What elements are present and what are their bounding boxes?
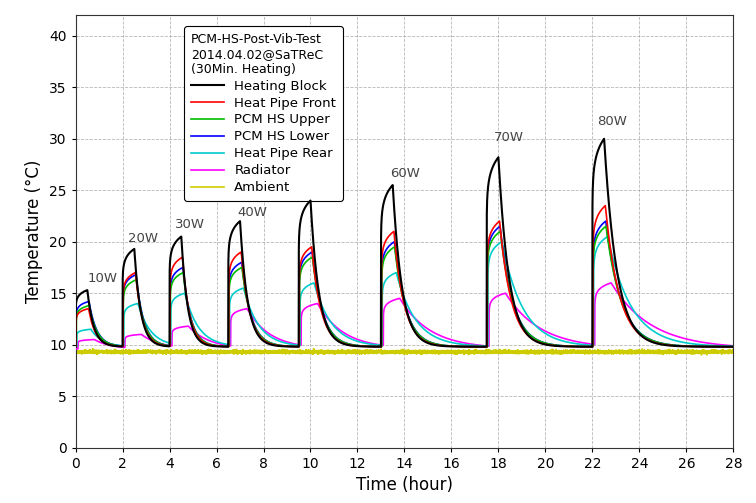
Text: 60W: 60W bbox=[390, 167, 420, 180]
Text: 40W: 40W bbox=[237, 206, 268, 219]
Text: 10W: 10W bbox=[88, 272, 117, 285]
X-axis label: Time (hour): Time (hour) bbox=[356, 476, 453, 494]
Legend: Heating Block, Heat Pipe Front, PCM HS Upper, PCM HS Lower, Heat Pipe Rear, Radi: Heating Block, Heat Pipe Front, PCM HS U… bbox=[184, 26, 342, 201]
Text: 70W: 70W bbox=[494, 131, 524, 144]
Text: 50W: 50W bbox=[305, 186, 335, 198]
Text: 80W: 80W bbox=[597, 115, 627, 128]
Text: 30W: 30W bbox=[175, 218, 206, 231]
Y-axis label: Temperature (°C): Temperature (°C) bbox=[26, 159, 43, 303]
Text: 20W: 20W bbox=[129, 232, 159, 245]
